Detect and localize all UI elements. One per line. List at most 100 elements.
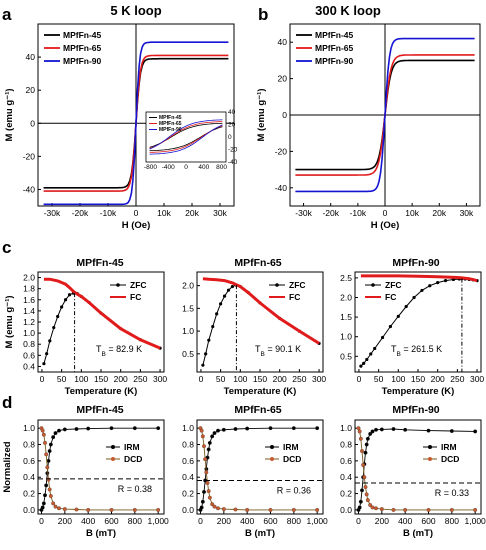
y-axis-label: Normalized xyxy=(2,441,13,492)
x-tick-label: 1,000 xyxy=(465,516,486,526)
data-point xyxy=(45,465,50,470)
y-tick-label: 0.5 xyxy=(182,349,194,359)
data-point xyxy=(210,502,215,507)
legend-label: ZFC xyxy=(130,280,147,290)
data-point xyxy=(420,288,424,293)
plot-frame xyxy=(354,419,482,515)
y-tick-label: 0.8 xyxy=(23,339,35,349)
y-tick-label: 20 xyxy=(26,85,36,95)
legend-label: FC xyxy=(130,292,141,302)
data-point xyxy=(370,429,375,434)
x-tick-label: 30k xyxy=(213,208,227,218)
x-axis-label: H (Oe) xyxy=(122,220,151,231)
series-line xyxy=(200,427,318,511)
data-point xyxy=(212,431,217,436)
chart-d2: MPfFn-65 0 200 400 600 800 1,000 0.0 0.2 0.4 0.6 0.… xyxy=(182,404,328,539)
x-tick-label: 100 xyxy=(391,374,405,384)
series-line xyxy=(43,41,229,206)
legend-marker xyxy=(270,445,274,449)
y-tick-label: 0.4 xyxy=(23,472,35,482)
data-point xyxy=(374,427,378,432)
data-point xyxy=(200,434,205,439)
data-point xyxy=(373,346,377,351)
data-point xyxy=(245,507,250,512)
data-point xyxy=(368,431,373,436)
data-point xyxy=(67,293,72,297)
x-tick-label: 10k xyxy=(405,208,419,218)
data-point xyxy=(426,507,431,512)
y-tick-label: 0.0 xyxy=(340,505,352,515)
x-tick-label: 150 xyxy=(94,374,108,384)
data-point xyxy=(219,302,223,306)
series-line xyxy=(43,277,161,350)
data-point xyxy=(362,475,367,480)
inset-y-tick-label: 0 xyxy=(228,134,232,141)
data-point xyxy=(388,324,393,329)
y-tick-label: 0.4 xyxy=(340,472,352,482)
data-point xyxy=(380,335,385,340)
data-point xyxy=(63,298,68,302)
legend-label: ZFC xyxy=(385,280,402,290)
data-point xyxy=(233,507,238,512)
charts-layer: 5 K loop -30k -20k -10k 0 10k 20k 30k -40 -20 0 20 4… xyxy=(2,3,486,539)
x-axis-label: Temperature (K) xyxy=(382,386,455,397)
data-point xyxy=(48,339,52,343)
data-point xyxy=(47,449,52,454)
data-point xyxy=(363,485,368,489)
data-point xyxy=(216,506,220,511)
data-point xyxy=(365,436,370,441)
tb-annotation: TB = 261.5 K xyxy=(391,344,442,358)
data-point xyxy=(315,507,320,512)
x-tick-label: 800 xyxy=(128,516,142,526)
data-point xyxy=(206,489,211,494)
x-tick-label: 0 xyxy=(356,516,361,526)
data-point xyxy=(379,507,384,512)
x-tick-label: 250 xyxy=(133,374,147,384)
y-tick-label: 2.0 xyxy=(340,292,352,302)
legend-label: ZFC xyxy=(289,280,306,290)
legend-marker xyxy=(111,445,115,449)
data-point xyxy=(45,352,49,356)
data-point xyxy=(358,499,363,504)
data-point xyxy=(204,470,209,475)
data-point xyxy=(428,284,432,288)
inset-y-tick-label: -40 xyxy=(228,159,238,166)
inset-y-tick-label: 40 xyxy=(228,109,236,116)
legend-label: DCD xyxy=(124,454,142,464)
x-tick-label: 50 xyxy=(216,374,226,384)
legend-label: MPfFn-90 xyxy=(63,56,102,66)
x-tick-label: 0 xyxy=(40,374,45,384)
panel-letter-b: b xyxy=(258,5,268,24)
data-point xyxy=(403,507,408,512)
data-point xyxy=(436,280,440,285)
data-point xyxy=(200,499,205,504)
y-tick-label: 0.6 xyxy=(23,350,35,360)
data-point xyxy=(52,325,56,330)
y-tick-label: 40 xyxy=(278,37,288,47)
data-point xyxy=(365,498,370,503)
data-point xyxy=(226,288,231,292)
y-tick-label: 1.0 xyxy=(340,423,352,433)
data-point xyxy=(222,294,227,298)
data-point xyxy=(358,436,363,441)
y-tick-label: 0 xyxy=(282,110,287,120)
y-tick-label: 0.8 xyxy=(340,440,352,450)
plot-frame xyxy=(196,419,324,515)
tb-value: = 82.9 K xyxy=(106,344,142,354)
data-point xyxy=(109,507,114,512)
data-point xyxy=(56,314,60,319)
data-point xyxy=(199,505,204,510)
legend-marker xyxy=(116,283,120,287)
y-tick-label: 0.5 xyxy=(340,351,352,361)
data-point xyxy=(207,338,211,342)
x-tick-label: -10k xyxy=(350,208,367,218)
data-point xyxy=(233,427,238,431)
x-tick-label: 0 xyxy=(134,208,139,218)
series-line xyxy=(358,428,476,511)
inset-x-tick-label: -800 xyxy=(144,164,157,171)
data-point xyxy=(403,427,408,432)
y-tick-label: 1.8 xyxy=(23,284,35,294)
x-tick-label: 0 xyxy=(357,374,362,384)
x-tick-label: 150 xyxy=(253,374,267,384)
data-point xyxy=(41,432,46,437)
